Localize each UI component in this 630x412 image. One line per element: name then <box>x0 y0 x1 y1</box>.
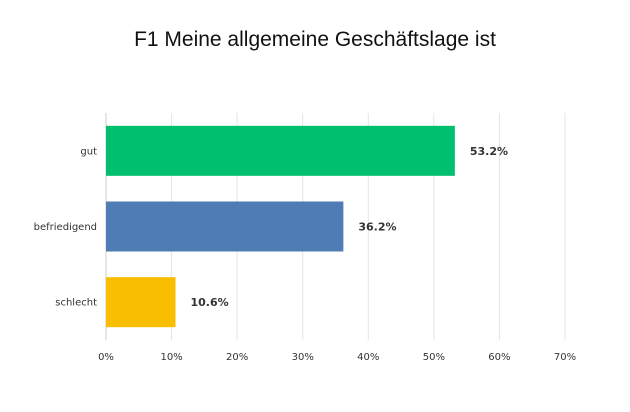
value-label: 53.2% <box>470 145 508 158</box>
value-label: 10.6% <box>191 296 229 309</box>
x-axis-ticks: 0% 10% 20% 30% 40% 50% 60% 70% <box>98 352 576 363</box>
bar <box>106 277 176 328</box>
x-tick-label: 60% <box>488 352 510 363</box>
category-labels: gut befriedigend schlecht <box>34 146 97 308</box>
bar <box>106 201 344 252</box>
x-tick-label: 70% <box>554 352 576 363</box>
x-tick-label: 50% <box>423 352 445 363</box>
value-labels: 53.2% 36.2% 10.6% <box>191 145 509 309</box>
bar <box>106 125 455 176</box>
x-tick-label: 0% <box>98 352 114 363</box>
category-label: gut <box>80 146 97 157</box>
x-tick-label: 30% <box>292 352 314 363</box>
category-label: schlecht <box>55 298 97 309</box>
x-tick-label: 20% <box>226 352 248 363</box>
bars <box>106 125 455 328</box>
chart-title: F1 Meine allgemeine Geschäftslage ist <box>134 28 496 51</box>
x-tick-label: 10% <box>160 352 182 363</box>
value-label: 36.2% <box>358 221 396 234</box>
x-tick-label: 40% <box>357 352 379 363</box>
category-label: befriedigend <box>34 222 97 233</box>
